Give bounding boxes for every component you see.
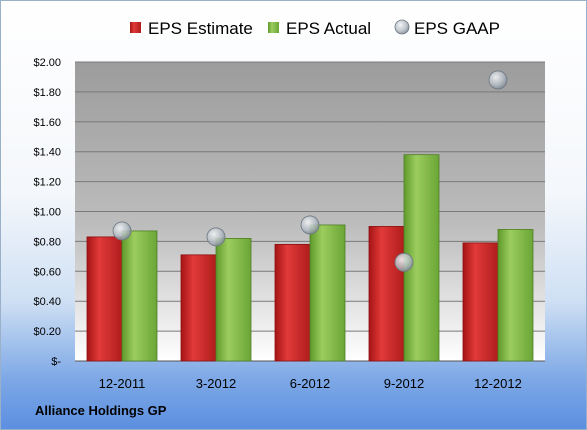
y-tick-label: $1.00	[33, 207, 61, 219]
bar-eps-estimate	[368, 226, 405, 362]
x-tick-label: 12-2011	[99, 376, 146, 391]
bar-eps-estimate	[86, 236, 123, 362]
point-eps-gaap	[300, 215, 320, 235]
y-tick-label: $0.80	[33, 236, 61, 248]
bar-eps-estimate	[274, 243, 311, 362]
bar-eps-actual	[215, 238, 252, 362]
x-tick-label: 3-2012	[196, 376, 236, 391]
point-eps-gaap	[394, 252, 414, 272]
legend-swatch	[130, 22, 141, 33]
point-eps-gaap	[206, 227, 226, 247]
bar-series	[86, 154, 534, 362]
bar-eps-actual	[497, 229, 534, 362]
x-tick-label: 6-2012	[290, 376, 330, 391]
y-tick-label: $-	[51, 356, 61, 368]
point-eps-gaap	[112, 221, 132, 241]
bar-eps-actual	[121, 230, 158, 362]
point-eps-gaap	[488, 70, 508, 90]
bar-eps-estimate	[462, 242, 499, 362]
gaap-points	[112, 70, 508, 272]
legend-swatch	[394, 19, 410, 35]
y-tick-label: $0.20	[33, 326, 61, 338]
y-tick-label: $1.80	[33, 87, 61, 99]
legend: EPS Estimate EPS Actual EPS GAAP	[130, 19, 500, 38]
legend-label: EPS Actual	[286, 19, 371, 38]
bar-eps-estimate	[180, 254, 217, 362]
y-tick-label: $1.20	[33, 177, 61, 189]
x-axis: 12-2011 3-2012 6-2012 9-2012 12-2012	[99, 376, 522, 391]
y-axis: $- $0.20 $0.40 $0.60 $0.80 $1.00 $1.20 $1.40 $1.…	[33, 57, 61, 368]
x-tick-label: 9-2012	[384, 376, 424, 391]
legend-label: EPS Estimate	[148, 19, 253, 38]
y-tick-label: $1.60	[33, 117, 61, 129]
y-tick-label: $0.60	[33, 266, 61, 278]
legend-swatch	[268, 22, 279, 33]
company-name: Alliance Holdings GP	[35, 403, 167, 418]
y-tick-label: $0.40	[33, 296, 61, 308]
legend-label: EPS GAAP	[414, 19, 500, 38]
y-tick-label: $2.00	[33, 57, 61, 69]
bar-eps-actual	[309, 224, 346, 362]
x-tick-label: 12-2012	[474, 376, 522, 391]
y-tick-label: $1.40	[33, 147, 61, 159]
